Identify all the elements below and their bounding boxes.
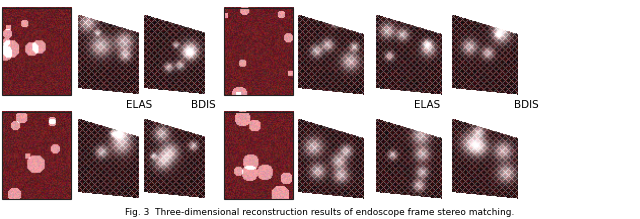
Bar [224,112,293,199]
Bar [2,8,71,95]
Bar [224,8,293,95]
Bar [2,112,71,199]
Text: BDIS: BDIS [514,100,538,110]
Text: ELAS: ELAS [126,100,153,110]
Text: ELAS: ELAS [414,100,441,110]
Text: Fig. 3  Three-dimensional reconstruction results of endoscope frame stereo match: Fig. 3 Three-dimensional reconstruction … [125,208,515,217]
Text: BDIS: BDIS [191,100,216,110]
